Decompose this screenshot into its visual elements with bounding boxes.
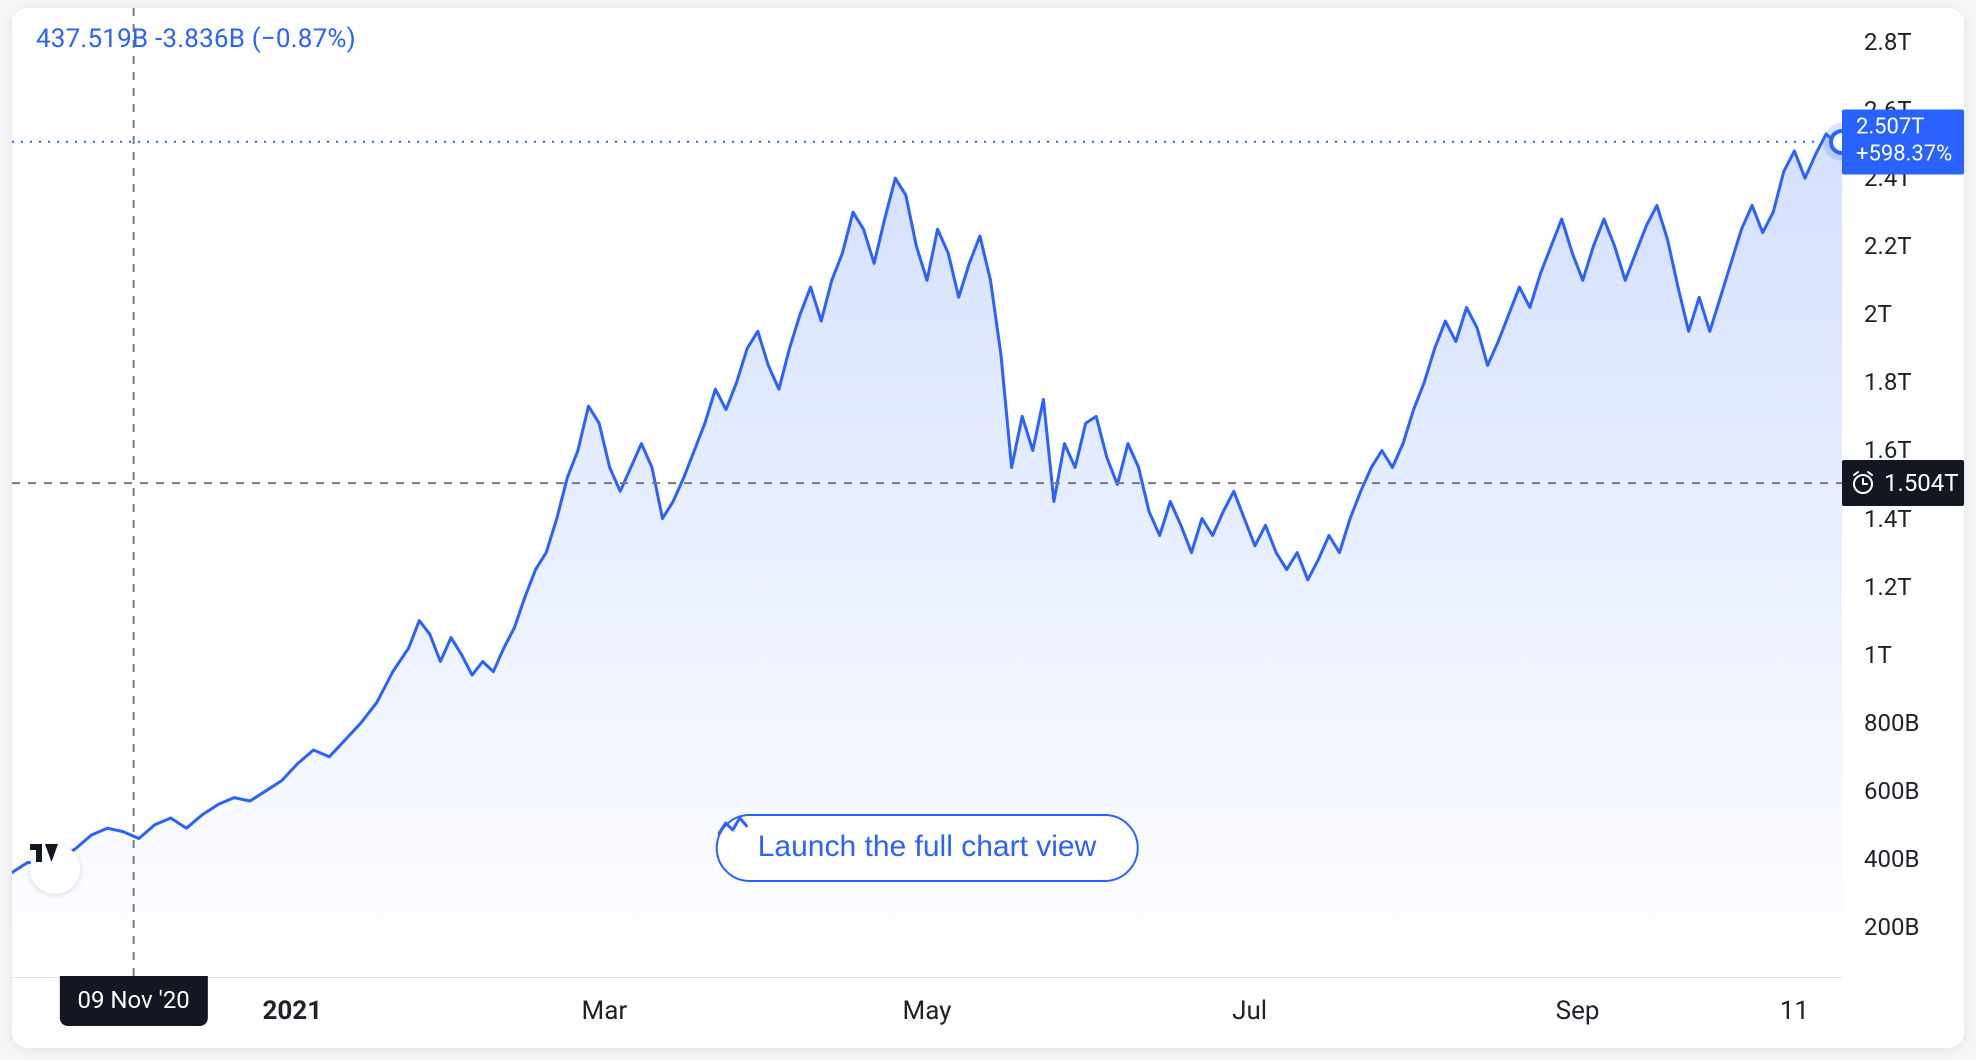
launch-full-chart-button[interactable]: Launch the full chart view [716, 814, 1139, 882]
plot-area[interactable]: 437.519B -3.836B (−0.87%) Launch the ful… [12, 8, 1842, 978]
x-axis: 09 Nov '20 2021 Mar May Jul Sep 11 [12, 977, 1842, 1048]
y-tick: 2T [1864, 300, 1892, 328]
crosshair-date-badge: 09 Nov '20 [59, 976, 207, 1026]
crosshair-date-text: 09 Nov '20 [77, 986, 189, 1014]
tv-logo-icon [30, 844, 58, 862]
crosshair-price-flag: 1.504T [1842, 460, 1964, 506]
x-tick: 11 [1780, 996, 1809, 1026]
last-price-value: 2.507T [1856, 113, 1954, 141]
x-tick: Sep [1556, 996, 1600, 1026]
launch-button-label: Launch the full chart view [758, 830, 1097, 864]
stat-change-abs: -3.836B [155, 24, 245, 54]
header-stats: 437.519B -3.836B (−0.87%) [36, 24, 356, 54]
y-tick: 2.8T [1864, 28, 1912, 56]
last-price-change: +598.37% [1856, 141, 1954, 169]
crosshair-price-value: 1.504T [1884, 469, 1959, 497]
y-tick: 400B [1864, 845, 1919, 873]
stat-value: 437.519B [36, 24, 148, 54]
x-tick: Mar [582, 996, 628, 1026]
x-tick: Jul [1232, 996, 1267, 1026]
y-tick: 200B [1864, 913, 1919, 941]
y-tick: 1.2T [1864, 573, 1912, 601]
last-price-flag: 2.507T +598.37% [1842, 109, 1964, 174]
y-tick: 600B [1864, 777, 1919, 805]
tradingview-logo[interactable] [30, 844, 80, 894]
chart-card: 437.519B -3.836B (−0.87%) Launch the ful… [12, 8, 1964, 1048]
line-chart-icon [718, 816, 748, 840]
y-tick: 1T [1864, 641, 1892, 669]
x-tick: May [903, 996, 952, 1026]
alarm-clock-icon [1850, 470, 1876, 496]
y-tick: 800B [1864, 709, 1919, 737]
y-tick: 2.2T [1864, 232, 1912, 260]
stat-change-pct: (−0.87%) [252, 24, 356, 54]
x-tick: 2021 [262, 996, 322, 1026]
y-tick: 1.4T [1864, 505, 1912, 533]
y-tick: 1.8T [1864, 368, 1912, 396]
